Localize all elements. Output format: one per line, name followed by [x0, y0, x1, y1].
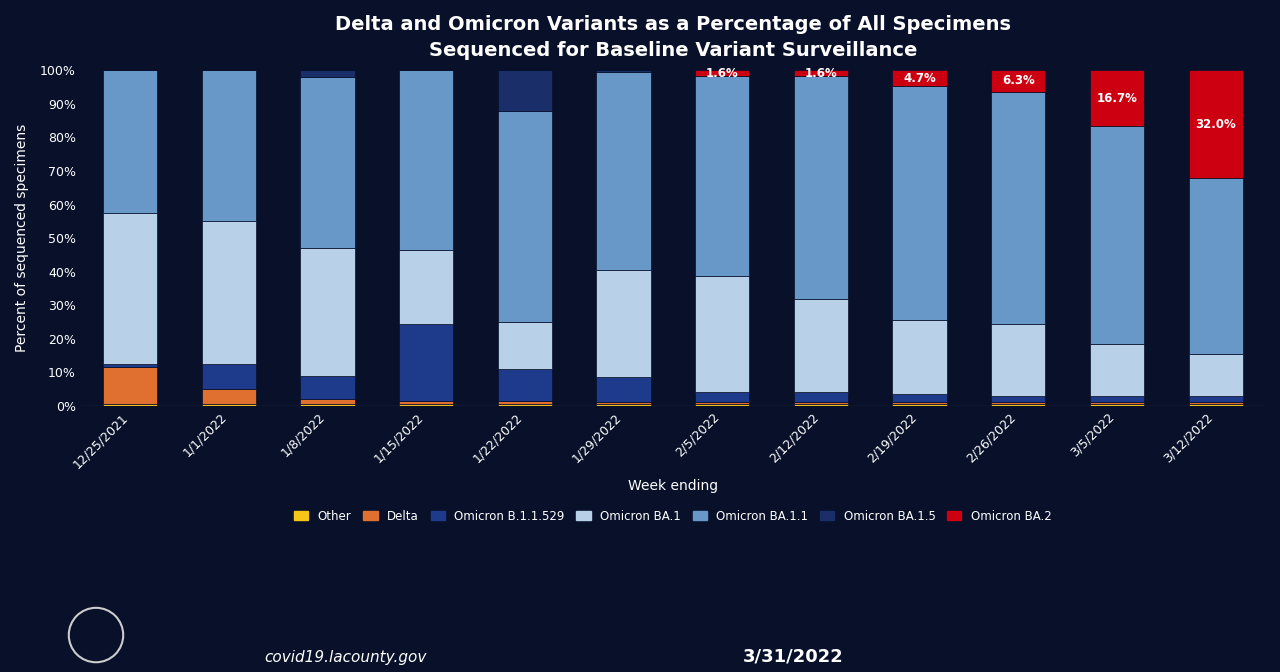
Bar — [1189, 177, 1243, 353]
Bar — [596, 377, 650, 403]
Bar — [892, 404, 947, 406]
Bar — [892, 394, 947, 403]
Bar — [202, 389, 256, 404]
Bar — [695, 403, 749, 404]
Bar — [1089, 403, 1144, 404]
Bar — [794, 392, 849, 403]
Bar — [1089, 126, 1144, 344]
Bar — [892, 403, 947, 404]
Bar — [202, 364, 256, 389]
Bar — [399, 324, 453, 401]
Bar — [104, 364, 157, 367]
Bar — [104, 213, 157, 364]
Bar — [301, 71, 355, 77]
Bar — [1189, 403, 1243, 404]
Bar — [1189, 396, 1243, 403]
Bar — [991, 324, 1046, 396]
Bar — [596, 404, 650, 406]
Text: 1.6%: 1.6% — [805, 67, 837, 79]
Bar — [892, 321, 947, 394]
Bar — [399, 401, 453, 404]
Bar — [991, 71, 1046, 91]
Bar — [202, 71, 256, 221]
Bar — [202, 221, 256, 364]
Bar — [892, 71, 947, 86]
Bar — [794, 71, 849, 76]
Bar — [498, 71, 552, 111]
Text: 3/31/2022: 3/31/2022 — [744, 647, 844, 665]
Bar — [991, 91, 1046, 324]
Bar — [301, 404, 355, 406]
Text: 32.0%: 32.0% — [1196, 118, 1236, 130]
Bar — [202, 404, 256, 406]
Bar — [1089, 71, 1144, 126]
Bar — [794, 404, 849, 406]
Bar — [794, 76, 849, 299]
Bar — [104, 71, 157, 213]
Text: 6.3%: 6.3% — [1002, 75, 1034, 87]
Bar — [1089, 404, 1144, 406]
Bar — [991, 403, 1046, 404]
Bar — [498, 111, 552, 322]
Bar — [498, 322, 552, 369]
Bar — [596, 72, 650, 270]
Bar — [695, 76, 749, 276]
X-axis label: Week ending: Week ending — [628, 479, 718, 493]
Bar — [104, 404, 157, 406]
Text: 1.6%: 1.6% — [705, 67, 739, 79]
Bar — [498, 404, 552, 406]
Bar — [399, 71, 453, 250]
Bar — [991, 404, 1046, 406]
Bar — [991, 396, 1046, 403]
Bar — [596, 403, 650, 404]
Bar — [104, 367, 157, 404]
Bar — [399, 404, 453, 406]
Y-axis label: Percent of sequenced specimens: Percent of sequenced specimens — [15, 124, 29, 352]
Text: covid19.lacounty.gov: covid19.lacounty.gov — [265, 650, 426, 665]
Bar — [695, 71, 749, 76]
Bar — [1189, 71, 1243, 177]
Bar — [301, 399, 355, 404]
Bar — [301, 248, 355, 376]
Bar — [695, 276, 749, 392]
Bar — [695, 404, 749, 406]
Text: 4.7%: 4.7% — [904, 72, 936, 85]
Bar — [596, 270, 650, 377]
Bar — [399, 250, 453, 324]
Bar — [794, 299, 849, 392]
Bar — [1089, 344, 1144, 396]
Bar — [1189, 404, 1243, 406]
Bar — [1189, 353, 1243, 396]
Bar — [1089, 396, 1144, 403]
Bar — [695, 392, 749, 403]
Bar — [498, 369, 552, 401]
Bar — [596, 71, 650, 72]
Title: Delta and Omicron Variants as a Percentage of All Specimens
Sequenced for Baseli: Delta and Omicron Variants as a Percenta… — [335, 15, 1011, 60]
Bar — [301, 77, 355, 248]
Bar — [892, 86, 947, 321]
Legend: Other, Delta, Omicron B.1.1.529, Omicron BA.1, Omicron BA.1.1, Omicron BA.1.5, O: Other, Delta, Omicron B.1.1.529, Omicron… — [289, 505, 1056, 528]
Text: 16.7%: 16.7% — [1097, 92, 1138, 105]
Bar — [301, 376, 355, 399]
Bar — [794, 403, 849, 404]
Bar — [498, 401, 552, 404]
